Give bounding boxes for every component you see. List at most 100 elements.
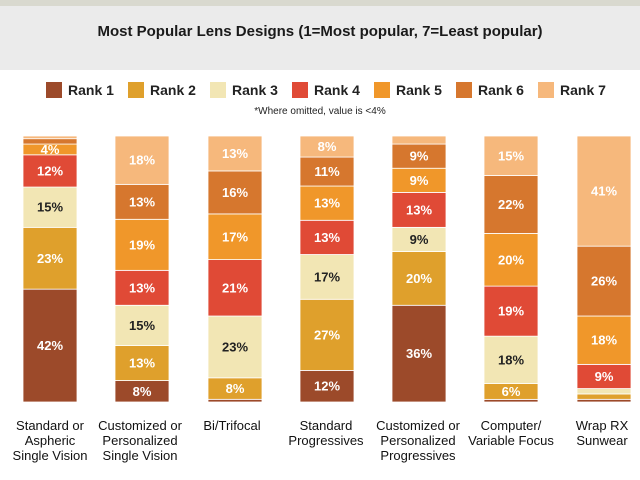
bar-value-label: 20%: [498, 252, 524, 267]
bar-segment-rank-7: [207, 135, 263, 172]
legend-label: Rank 1: [68, 82, 114, 98]
bar-value-label: 12%: [314, 379, 340, 394]
x-axis-label: Standard or Aspheric Single Vision: [12, 418, 88, 463]
x-axis-label: Computer/ Variable Focus: [468, 418, 554, 448]
bar-value-label: 16%: [222, 185, 248, 200]
bar-segment-rank-7: [391, 135, 447, 145]
legend-label: Rank 7: [560, 82, 606, 98]
bar-value-label: 23%: [37, 251, 63, 266]
bar-value-label: 9%: [410, 232, 429, 247]
bar-value-label: 11%: [314, 164, 340, 179]
bar-value-label: 15%: [129, 318, 155, 333]
bar-value-label: 15%: [498, 148, 524, 163]
bar-segment-rank-1: [299, 369, 355, 403]
bar-value-label: 18%: [498, 352, 524, 367]
bar-value-label: 20%: [406, 271, 432, 286]
bar-segment-rank-6: [114, 183, 170, 220]
bar-segment-rank-2: [576, 393, 632, 400]
bar-value-label: 13%: [222, 146, 248, 161]
bar-value-label: 18%: [591, 333, 617, 348]
bar-segment-rank-7: [576, 135, 632, 247]
bar-segment-rank-2: [299, 298, 355, 371]
legend-swatch: [456, 82, 472, 98]
bar-value-label: 18%: [129, 153, 155, 168]
bar-value-label: 41%: [591, 184, 617, 199]
bar-value-label: 13%: [129, 356, 155, 371]
bar-value-label: 22%: [498, 197, 524, 212]
legend-item-rank-7: Rank 7: [538, 80, 606, 100]
bar-value-label: 8%: [318, 139, 337, 154]
bar-value-label: 9%: [410, 173, 429, 188]
legend-swatch: [538, 82, 554, 98]
bar-segment-rank-5: [483, 233, 539, 287]
bar-value-label: 19%: [498, 304, 524, 319]
bar-value-label: 15%: [37, 200, 63, 215]
bar-segment-rank-3: [391, 226, 447, 252]
legend-label: Rank 6: [478, 82, 524, 98]
bar-value-label: 13%: [314, 230, 340, 245]
bar-value-label: 13%: [314, 196, 340, 211]
bar-value-label: 13%: [129, 194, 155, 209]
x-axis-label: Bi/Trifocal: [203, 418, 261, 433]
bar-value-label: 42%: [37, 338, 63, 353]
legend-item-rank-2: Rank 2: [128, 80, 196, 100]
legend-item-rank-6: Rank 6: [456, 80, 524, 100]
legend-swatch: [46, 82, 62, 98]
x-axis-label: Wrap RX Sunwear: [575, 418, 629, 448]
bar-value-label: 13%: [406, 202, 432, 217]
bar-value-label: 4%: [41, 142, 60, 157]
bar-segment-rank-7: [114, 135, 170, 185]
bar-segment-rank-3: [207, 315, 263, 379]
bar-value-label: 19%: [129, 237, 155, 252]
legend-swatch: [128, 82, 144, 98]
bar-value-label: 21%: [222, 280, 248, 295]
bar-segment-rank-5: [114, 218, 170, 271]
legend-label: Rank 3: [232, 82, 278, 98]
bar-value-label: 36%: [406, 346, 432, 361]
bar-value-label: 9%: [595, 369, 614, 384]
bar-segment-rank-3: [114, 304, 170, 346]
bar-value-label: 26%: [591, 274, 617, 289]
bar-segment-rank-3: [483, 335, 539, 384]
legend-label: Rank 2: [150, 82, 196, 98]
legend-item-rank-4: Rank 4: [292, 80, 360, 100]
bar-segment-rank-7: [483, 135, 539, 176]
bar-value-label: 12%: [37, 163, 63, 178]
bar-segment-rank-4: [299, 219, 355, 255]
header-top-strip: [0, 0, 640, 6]
x-axis-label: Standard Progressives: [288, 418, 364, 448]
bar-value-label: 9%: [410, 149, 429, 164]
bar-segment-rank-2: [22, 226, 78, 290]
bar-segment-rank-3: [299, 254, 355, 300]
bar-segment-rank-7: [22, 135, 78, 140]
chart-header: Most Popular Lens Designs (1=Most popula…: [0, 0, 640, 70]
bar-segment-rank-5: [299, 185, 355, 221]
bar-segment-rank-1: [576, 398, 632, 403]
bar-value-label: 8%: [226, 381, 245, 396]
legend-item-rank-5: Rank 5: [374, 80, 442, 100]
legend-item-rank-3: Rank 3: [210, 80, 278, 100]
chart-footnote: *Where omitted, value is <4%: [254, 106, 386, 117]
bar-segment-rank-4: [22, 154, 78, 188]
legend-swatch: [210, 82, 226, 98]
bar-segment-rank-1: [391, 304, 447, 403]
legend-label: Rank 4: [314, 82, 360, 98]
legend-label: Rank 5: [396, 82, 442, 98]
bar-segment-rank-4: [207, 259, 263, 317]
bar-segment-rank-1: [207, 398, 263, 403]
bar-segment-rank-6: [299, 156, 355, 187]
bar-segment-rank-7: [299, 135, 355, 158]
bar-value-label: 8%: [133, 384, 152, 399]
legend-swatch: [374, 82, 390, 98]
legend-item-rank-1: Rank 1: [46, 80, 114, 100]
bar-segment-rank-5: [207, 213, 263, 260]
bar-segment-rank-2: [391, 251, 447, 306]
bar-segment-rank-1: [483, 398, 539, 403]
chart-title: Most Popular Lens Designs (1=Most popula…: [97, 23, 543, 40]
bar-segment-rank-5: [391, 167, 447, 193]
legend-swatch: [292, 82, 308, 98]
bar-value-label: 6%: [502, 384, 521, 399]
bar-segment-rank-1: [22, 288, 78, 403]
bar-segment-rank-3: [22, 186, 78, 228]
